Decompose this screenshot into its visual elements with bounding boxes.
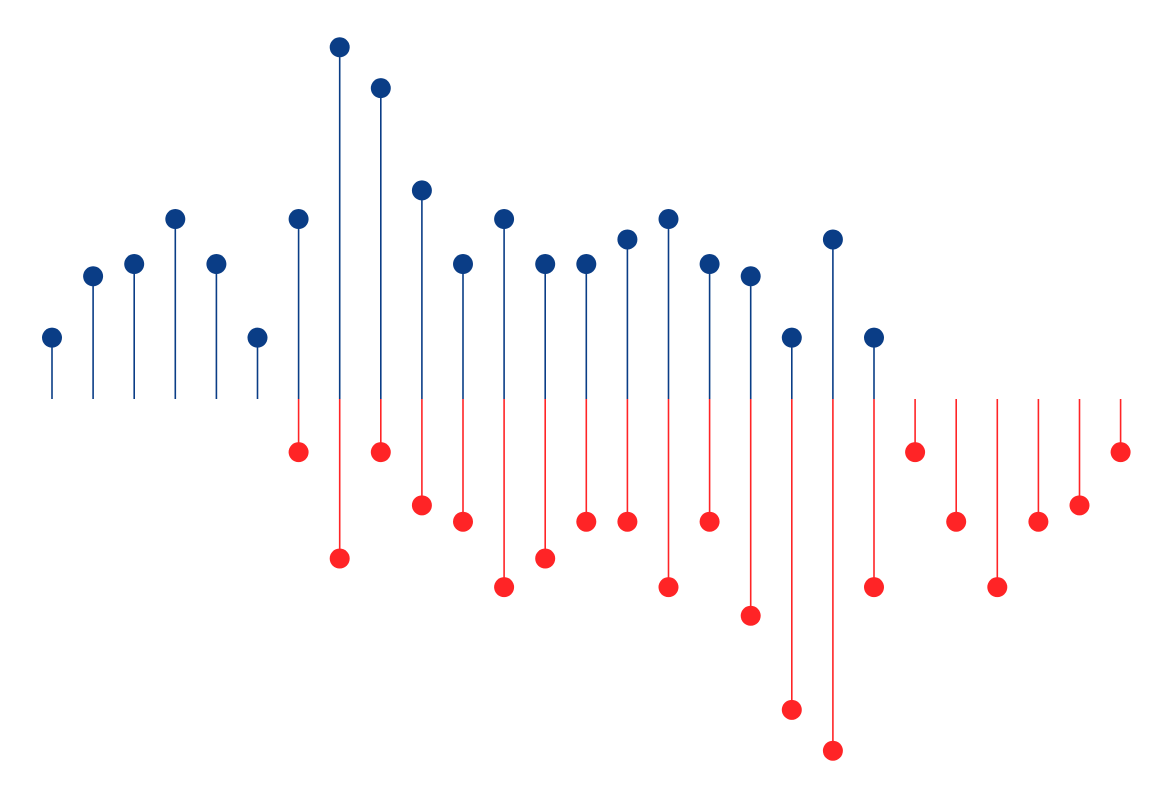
dot-s1-9 (370, 78, 391, 99)
dot-s1-5 (206, 254, 227, 275)
dot-s1-18 (740, 266, 761, 287)
dot-s1-2 (83, 266, 104, 287)
dot-s2-21 (864, 577, 884, 598)
dot-s1-17 (699, 254, 720, 275)
dot-s2-9 (370, 442, 391, 463)
dot-s1-3 (124, 254, 145, 275)
dot-s1-6 (247, 327, 268, 348)
dot-s2-15 (617, 511, 638, 532)
dot-s1-12 (494, 209, 515, 230)
dot-s1-1 (42, 327, 62, 348)
dot-s1-13 (535, 254, 556, 275)
dot-s1-11 (453, 254, 473, 275)
dot-s1-10 (411, 180, 432, 201)
dot-s2-20 (822, 740, 843, 761)
dots-layer (42, 37, 1131, 761)
dot-s2-23 (946, 511, 967, 532)
dot-s2-13 (535, 548, 556, 569)
dot-s2-10 (411, 495, 432, 516)
dot-s2-14 (576, 511, 597, 532)
dot-s2-12 (494, 577, 515, 598)
dot-s2-24 (987, 577, 1008, 598)
dot-s1-21 (864, 327, 884, 348)
dot-s2-25 (1028, 511, 1049, 532)
dot-s2-19 (781, 699, 802, 720)
dot-s2-16 (658, 577, 679, 598)
dot-s1-14 (576, 254, 597, 275)
dot-s2-17 (699, 511, 720, 532)
dot-s1-19 (781, 327, 802, 348)
stems-layer (51, 47, 1122, 751)
dot-s2-11 (453, 511, 473, 532)
dot-s1-15 (617, 229, 638, 250)
dot-s1-4 (165, 209, 186, 230)
dot-s1-16 (658, 209, 679, 230)
dot-s1-20 (822, 229, 843, 250)
dot-s2-8 (329, 548, 350, 569)
dot-s2-18 (740, 605, 761, 626)
dot-s2-22 (905, 442, 926, 463)
dot-s1-8 (329, 37, 350, 58)
dot-s2-7 (288, 442, 309, 463)
dot-s1-7 (288, 209, 309, 230)
dot-s2-27 (1110, 442, 1131, 463)
dot-s2-26 (1069, 495, 1090, 516)
